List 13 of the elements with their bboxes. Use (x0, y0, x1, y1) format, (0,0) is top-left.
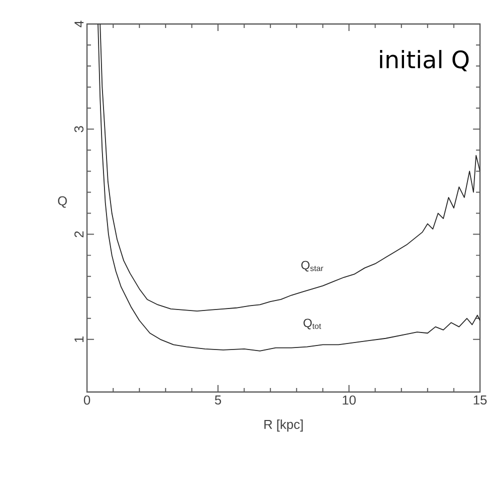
annotation: Q$_{tot}$ (304, 318, 322, 330)
y-tick-label: 2 (74, 231, 84, 238)
x-axis-title: R [kpc] (264, 419, 303, 432)
x-tick-label: 0 (84, 396, 90, 405)
annotation: Q$_{star}$ (301, 260, 324, 272)
x-tick-label: 5 (214, 396, 222, 405)
y-axis-title: Q (58, 196, 67, 208)
text: initial Q (380, 50, 469, 72)
x-tick-label: 10 (342, 396, 356, 405)
y-tick-label: 1 (74, 336, 84, 342)
x-tick-label: 15 (474, 396, 487, 405)
y-tick-label: 3 (74, 126, 84, 132)
y-tick-label: 4 (74, 20, 84, 28)
